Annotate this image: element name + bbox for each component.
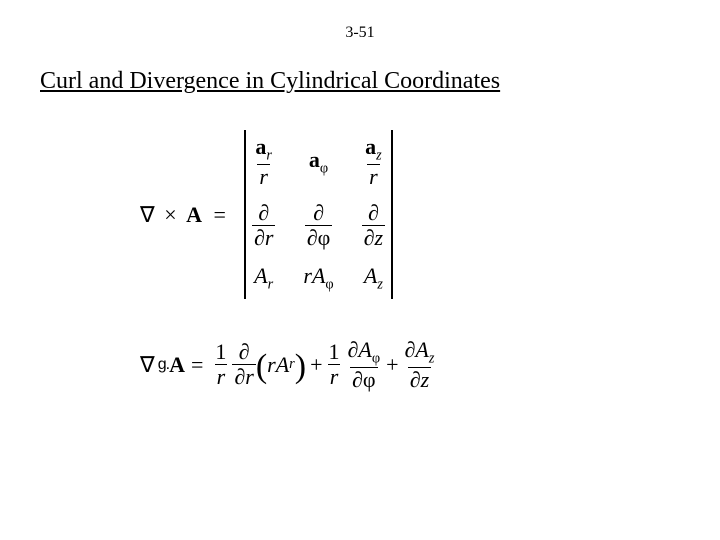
det-r1c1: ar r [253,136,274,188]
page-root: 3-51 Curl and Divergence in Cylindrical … [0,0,720,540]
curl-lhs: ∇ × A = [140,202,232,228]
det-r2c2: ∂ ∂φ [305,202,333,249]
unit-vector-a-z: a [365,134,376,159]
subscript-r: r [266,147,272,163]
page-number: 3-51 [0,24,720,42]
det-left-bar [244,130,246,299]
dAphi-dphi: ∂Aφ ∂φ [345,339,382,391]
partial-t3db: z [421,367,430,392]
vector-A-curl: A [186,202,202,227]
partial-num-3: ∂ [366,202,381,225]
dAz-dz: ∂Az ∂z [403,339,437,391]
unit-vector-a: a [255,134,266,159]
equals-curl: = [214,202,226,227]
div-term-1: 1 r ∂ ∂r ( r Ar ) [213,341,306,388]
one-over-r-2: 1 r [326,341,341,388]
plus-2: + [386,352,398,378]
r-den-1: r [215,364,228,388]
A-t3-sub: z [429,350,435,366]
divergence-equation: ∇ g. A = 1 r ∂ ∂r ( r Ar ) + [140,339,580,391]
r-prefix: r [303,263,312,288]
d-dr: ∂ ∂r [232,341,255,388]
partial-t2db: φ [363,367,376,392]
one-2: 1 [326,341,341,364]
det-r2c1: ∂ ∂r [252,202,275,249]
A-inside-sub: r [289,356,295,373]
A-sub-r: r [268,276,274,292]
subscript-z: z [376,147,382,163]
r-den-2: r [328,364,341,388]
plus-1: + [310,352,322,378]
A-comp-z: A [364,263,377,288]
partial-t1da: ∂ [234,364,245,389]
partial-den-3a: ∂ [364,225,375,250]
partial-t1db: r [245,364,254,389]
partial-den-2a: ∂ [307,225,318,250]
nabla-symbol: ∇ [140,202,155,227]
det-right-bar [391,130,393,299]
det-r3c2: rAφ [303,263,333,293]
partial-t1n: ∂ [237,341,252,364]
det-grid: ar r aφ az r ∂ ∂r [252,130,385,299]
r-inside: r [267,352,276,378]
vector-A-div: A [169,352,185,378]
div-term-3: ∂Az ∂z [403,339,437,391]
partial-den-1a: ∂ [254,225,265,250]
unit-vector-a-phi: a [309,147,320,172]
partial-t3da: ∂ [410,367,421,392]
det-r1c2: aφ [309,147,328,177]
partial-num-1: ∂ [256,202,271,225]
partial-den-1b: r [265,225,274,250]
formula-area: ∇ × A = ar r aφ az [140,130,580,391]
A-comp-r: A [254,263,267,288]
det-r1c3: az r [363,136,384,188]
det-r2c3: ∂ ∂z [362,202,385,249]
determinant: ar r aφ az r ∂ ∂r [238,130,399,299]
partial-num-2: ∂ [311,202,326,225]
A-t3: A [415,337,428,362]
partial-t2n: ∂ [347,337,358,362]
A-t2: A [358,337,371,362]
A-comp-phi: A [312,263,325,288]
den-r: r [257,164,270,188]
partial-den-3b: z [375,225,384,250]
A-inside: A [276,352,289,378]
A-sub-z: z [377,276,383,292]
partial-den-2b: φ [318,225,331,250]
det-r3c3: Az [364,263,383,293]
partial-t2da: ∂ [352,367,363,392]
dot-product-symbol: g. [158,356,169,374]
one-over-r-1: 1 r [213,341,228,388]
page-title: Curl and Divergence in Cylindrical Coord… [40,68,500,95]
subscript-phi: φ [320,160,328,176]
curl-equation: ∇ × A = ar r aφ az [140,130,580,299]
one-1: 1 [213,341,228,364]
den-r2: r [367,164,380,188]
partial-t3n: ∂ [405,337,416,362]
cross-symbol: × [164,202,176,227]
A-sub-phi: φ [325,276,333,292]
det-r3c1: Ar [254,263,273,293]
div-term-2: 1 r ∂Aφ ∂φ [326,339,382,391]
A-t2-sub: φ [372,350,380,366]
equals-div: = [191,352,203,378]
nabla-symbol-div: ∇ [140,352,155,378]
